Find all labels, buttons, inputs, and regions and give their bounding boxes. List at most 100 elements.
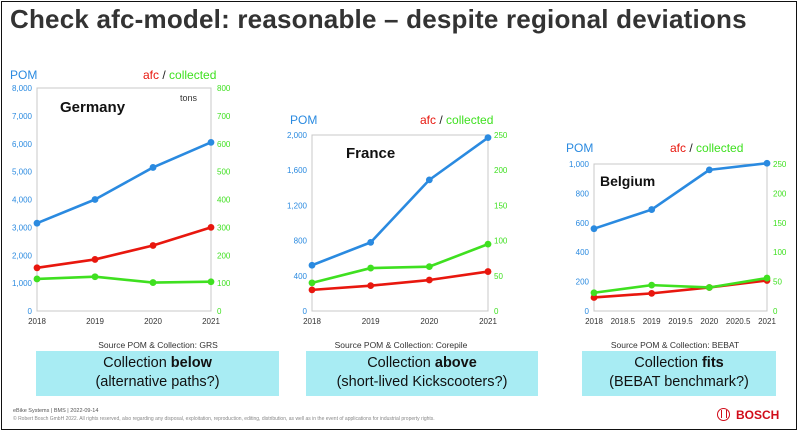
y-right-tick-label: 50 [773,278,782,287]
x-tick-label: 2021 [758,317,776,326]
conclusion-france-prefix: Collection [367,355,435,371]
series-line-pom [36,141,212,225]
y-right-tick-label: 400 [217,196,231,205]
data-point-collected [308,279,316,287]
conclusion-belgium-bold: fits [701,355,724,371]
source-germany: Source POM & Collection: GRS [98,340,218,350]
data-point-pom [648,206,656,213]
x-tick-label: 2021 [479,317,497,326]
data-point-afc [149,242,157,249]
data-point-collected [367,264,375,272]
series-line-collected [311,242,489,285]
y-left-tick-label: 400 [294,272,308,281]
region-label: Germany [60,99,126,116]
series-line-collected [593,276,768,295]
y-right-tick-label: 100 [773,248,787,257]
data-point-collected [705,284,713,291]
data-point-collected [425,263,433,271]
conclusion-belgium: Collection fits (BEBAT benchmark?) [582,351,776,396]
y-left-tick-label: 800 [294,237,308,246]
bosch-logo-icon [717,408,730,421]
x-tick-label: 2018 [303,317,321,326]
unit-note: tons [180,93,198,103]
data-point-collected [763,274,771,282]
data-point-pom [590,225,598,233]
series-line-collected [36,275,212,284]
data-point-collected [91,273,99,281]
plot-area [593,163,768,312]
right-axis-title: afc / collected [670,141,743,155]
y-right-tick-label: 50 [494,272,503,281]
x-tick-label: 2018 [28,317,46,326]
data-point-collected [648,281,656,289]
y-left-tick-label: 600 [576,219,590,228]
y-left-tick-label: 3,000 [12,223,33,232]
data-point-collected [207,278,215,286]
y-left-tick-label: 8,000 [12,84,33,93]
y-right-tick-label: 0 [217,307,222,316]
region-label: France [346,145,395,162]
footer-copyright: © Robert Bosch GmbH 2022. All rights res… [13,416,435,422]
data-point-afc [367,282,375,290]
data-point-pom [484,134,492,142]
data-point-afc [484,268,492,275]
data-point-afc [308,286,316,294]
y-left-tick-label: 2,000 [12,251,33,260]
footer-meta: eBike Systems | BMS | 2022-09-14 [13,408,99,414]
data-point-afc [207,223,215,231]
data-point-pom [367,238,375,246]
x-tick-label: 2019 [362,317,380,326]
y-left-tick-label: 0 [28,307,33,316]
y-right-tick-label: 600 [217,140,231,149]
x-tick-label: 2018 [585,317,603,326]
y-right-tick-label: 700 [217,112,231,121]
x-tick-label: 2019 [643,317,661,326]
data-point-afc [33,264,41,272]
legend-afc: afc [143,68,159,82]
y-right-tick-label: 100 [494,237,508,246]
bosch-logo: BOSCH [736,408,780,422]
y-left-tick-label: 0 [585,307,590,316]
legend-collected: collected [169,68,216,82]
y-right-tick-label: 250 [773,160,787,169]
data-point-pom [763,159,771,167]
legend-separator: / [686,141,696,155]
conclusion-france: Collection above (short-lived Kickscoote… [306,351,538,396]
y-right-tick-label: 800 [217,84,231,93]
y-left-tick-label: 2,000 [287,131,308,140]
x-tick-label: 2020.5 [726,317,751,326]
y-left-tick-label: 0 [303,307,308,316]
right-axis-title: afc / collected [143,68,216,82]
y-left-tick-label: 800 [576,189,590,198]
x-tick-label: 2020 [144,317,162,326]
x-tick-label: 2019 [86,317,104,326]
legend-afc: afc [420,113,436,127]
y-right-tick-label: 0 [494,307,499,316]
data-point-collected [590,289,598,297]
conclusion-belgium-prefix: Collection [634,355,702,371]
y-left-tick-label: 4,000 [12,196,33,205]
x-tick-label: 2020 [700,317,718,326]
legend-afc: afc [670,141,686,155]
legend-collected: collected [446,113,493,127]
y-left-tick-label: 1,600 [287,166,308,175]
y-right-tick-label: 150 [773,219,787,228]
slide-title: Check afc-model: reasonable – despite re… [10,4,747,34]
conclusion-germany-prefix: Collection [103,355,171,371]
source-belgium: Source POM & Collection: BEBAT [610,340,740,350]
left-axis-title: POM [566,141,593,155]
legend-separator: / [159,68,169,82]
y-right-tick-label: 250 [494,131,508,140]
region-label: Belgium [600,173,655,189]
conclusion-france-bold: above [434,355,477,371]
conclusion-belgium-note: (BEBAT benchmark?) [609,374,749,390]
conclusion-germany-note: (alternative paths?) [95,374,220,390]
y-right-tick-label: 300 [217,223,231,232]
y-right-tick-label: 100 [217,279,231,288]
data-point-collected [33,275,41,283]
conclusion-germany-bold: below [170,355,212,371]
data-point-afc [425,276,433,284]
legend-separator: / [436,113,446,127]
